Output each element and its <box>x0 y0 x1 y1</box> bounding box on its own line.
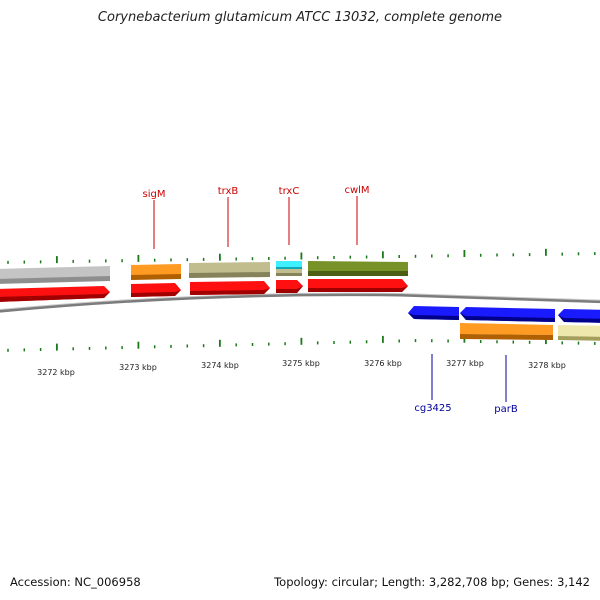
forward-cds-track <box>0 279 408 302</box>
lower-tick-row <box>7 335 596 352</box>
scale-label: 3274 kbp <box>201 361 239 370</box>
cog-block-sigM <box>131 264 181 280</box>
cog-block-trxC <box>276 261 302 276</box>
cds-arrow-sigM <box>131 283 181 297</box>
map-title: Corynebacterium glutamicum ATCC 13032, c… <box>97 10 503 25</box>
forward-cog-track <box>0 261 408 284</box>
scale-label: 3272 kbp <box>37 368 75 377</box>
cds-arrow-cg3425 <box>408 306 459 320</box>
cog-block-right-pale <box>558 325 600 341</box>
upper-tick-row <box>7 248 596 264</box>
gene-label-sigM: sigM <box>143 189 166 200</box>
cog-block-left-grey <box>0 266 110 284</box>
accession-text: Accession: NC_006958 <box>10 575 141 589</box>
gene-label-trxB: trxB <box>218 186 239 197</box>
scale-label: 3278 kbp <box>528 361 566 370</box>
cds-arrow-trxC <box>276 280 303 293</box>
gene-labels: sigM trxB trxC cwlM cg3425 parB <box>143 185 518 415</box>
genome-backbone-highlight <box>0 292 600 311</box>
scale-label: 3277 kbp <box>446 359 484 368</box>
scale-labels: 3272 kbp 3273 kbp 3274 kbp 3275 kbp 3276… <box>37 359 566 377</box>
scale-label: 3276 kbp <box>364 359 402 368</box>
genome-backbone <box>0 293 600 313</box>
cds-arrow-trxB <box>190 281 270 295</box>
gene-label-cg3425: cg3425 <box>414 403 451 414</box>
reverse-cog-track <box>460 323 600 341</box>
cog-block-trxB <box>189 262 270 278</box>
cds-arrow-cwlM <box>308 279 408 292</box>
cog-block-cwlM <box>308 261 408 276</box>
scale-label: 3275 kbp <box>282 359 320 368</box>
reverse-cds-track <box>408 306 600 323</box>
cds-arrow-left <box>0 286 110 302</box>
cds-arrow-parB <box>460 307 555 322</box>
genome-summary-text: Topology: circular; Length: 3,282,708 bp… <box>274 575 590 589</box>
scale-label: 3273 kbp <box>119 363 157 372</box>
label-leader-lines <box>153 196 507 402</box>
cds-arrow-right <box>558 309 600 323</box>
gene-label-trxC: trxC <box>279 186 300 197</box>
gene-label-cwlM: cwlM <box>344 185 369 196</box>
gene-label-parB: parB <box>494 404 518 415</box>
cog-block-parB <box>460 323 553 340</box>
